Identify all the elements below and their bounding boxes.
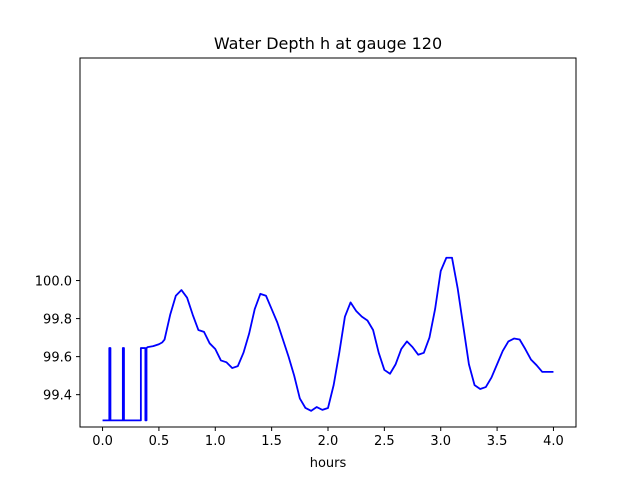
x-tick-label: 2.5 — [374, 434, 395, 449]
x-tick-label: 3.5 — [487, 434, 508, 449]
series-layer — [102, 256, 554, 422]
x-tick-label: 1.0 — [205, 434, 226, 449]
x-tick-label: 4.0 — [543, 434, 564, 449]
y-tick-label: 99.4 — [43, 389, 72, 404]
x-tick-label: 2.0 — [318, 434, 339, 449]
x-tick-label: 0.5 — [149, 434, 170, 449]
y-tick-label: 100.0 — [35, 275, 72, 290]
x-tick-label: 1.5 — [261, 434, 282, 449]
x-axis-ticks: 0.0 0.5 1.0 1.5 2.0 2.5 3.0 3.5 4.0 — [92, 427, 564, 449]
x-tick-label: 3.0 — [430, 434, 451, 449]
y-tick-label: 99.6 — [43, 351, 72, 366]
y-tick-label: 99.8 — [43, 313, 72, 328]
x-axis-label: hours — [310, 456, 347, 471]
chart-title: Water Depth h at gauge 120 — [214, 34, 442, 53]
series-line — [102, 256, 554, 422]
y-axis-ticks: 99.4 99.6 99.8 100.0 — [35, 275, 80, 404]
x-tick-label: 0.0 — [92, 434, 113, 449]
